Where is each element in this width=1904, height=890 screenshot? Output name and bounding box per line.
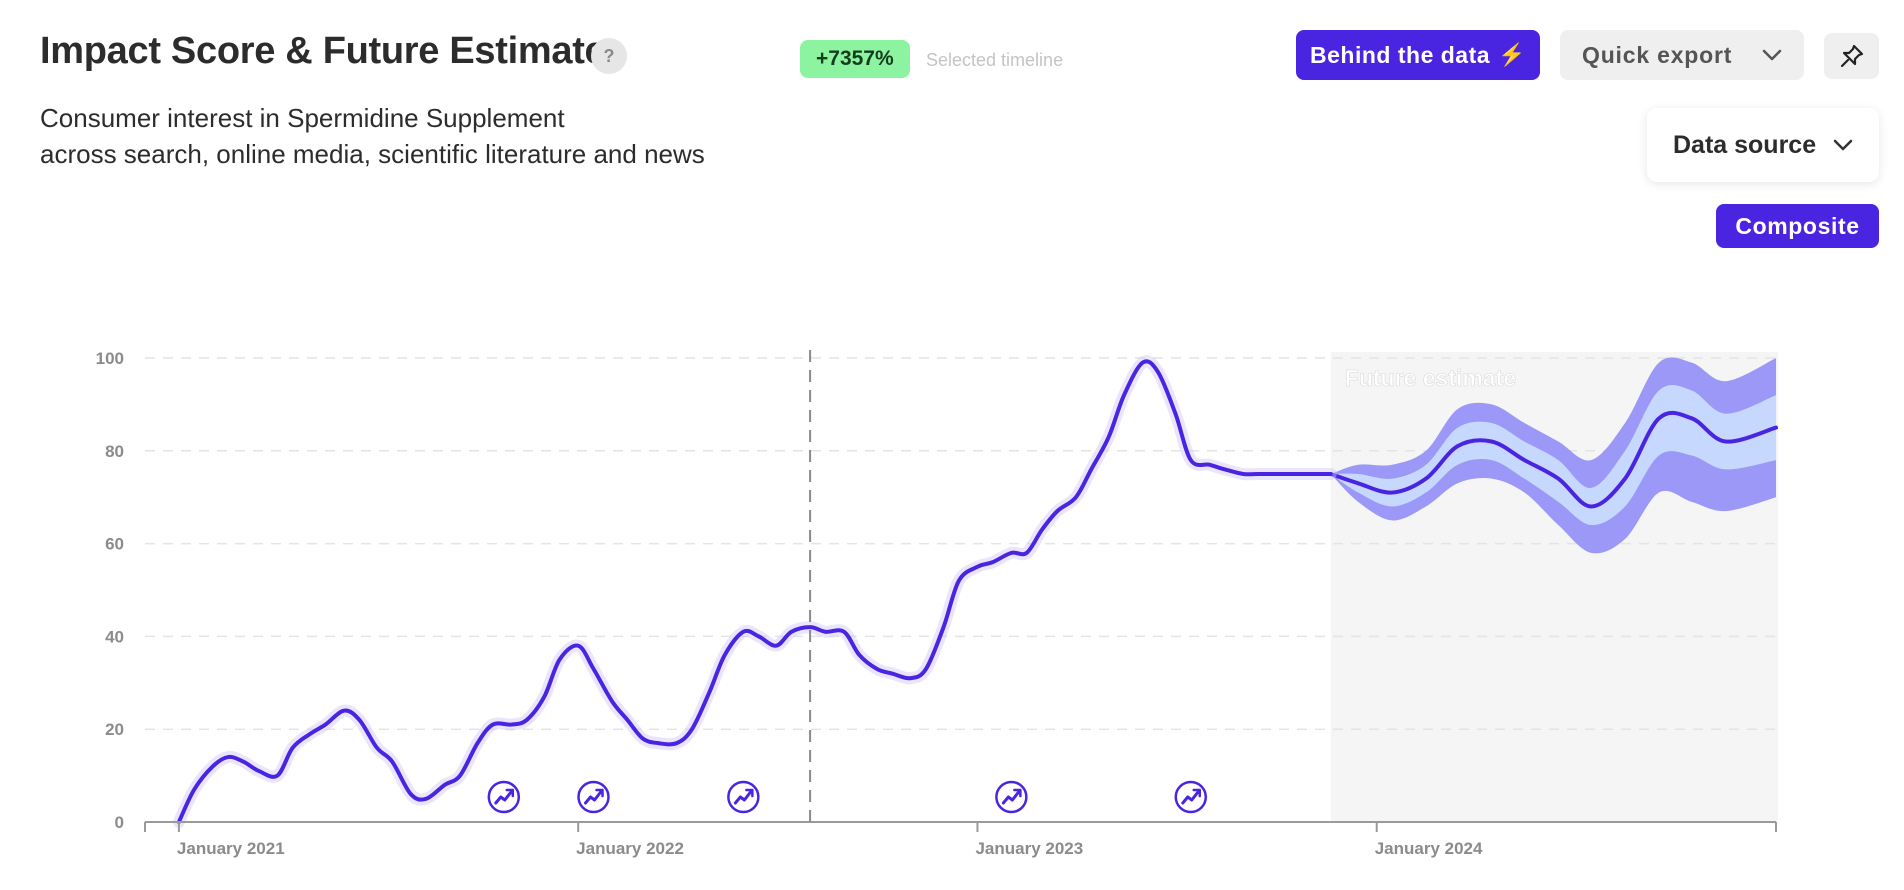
pin-icon <box>1840 44 1863 68</box>
subtitle-line-2: across search, online media, scientific … <box>40 139 705 169</box>
change-badge: +7357% <box>800 40 910 78</box>
behind-the-data-button[interactable]: Behind the data ⚡ <box>1296 30 1540 80</box>
trend-icon <box>487 780 521 814</box>
event-icon-arrow <box>1013 788 1022 798</box>
event-icon-trend <box>1001 789 1021 805</box>
subtitle-line-1: Consumer interest in Spermidine Suppleme… <box>40 103 565 133</box>
chart-subtitle: Consumer interest in Spermidine Suppleme… <box>40 100 705 172</box>
x-tick-label: January 2021 <box>177 839 285 858</box>
event-icon-trend <box>1181 789 1201 805</box>
y-tick-label: 0 <box>115 813 124 832</box>
event-icon-arrow <box>745 788 754 798</box>
event-icon-ring <box>727 780 760 814</box>
y-tick-label: 40 <box>105 627 124 646</box>
data-source-label: Data source <box>1673 130 1817 159</box>
event-icon-trend <box>494 789 514 805</box>
event-icon-ring <box>995 780 1028 814</box>
event-icon-ring <box>487 780 521 814</box>
y-tick-label: 80 <box>105 442 124 461</box>
timeline-caption: Selected timeline <box>926 50 1064 70</box>
trend-icon <box>995 780 1028 814</box>
impact-score-line <box>176 359 1333 824</box>
trend-icon <box>727 780 760 814</box>
event-icon-trend <box>733 789 753 805</box>
chevron-down-icon <box>1762 49 1782 61</box>
page-title: Impact Score & Future Estimate <box>40 30 606 72</box>
forecast-mean-line <box>1328 410 1778 509</box>
behind-the-data-label: Behind the data <box>1310 41 1491 68</box>
x-tick-label: January 2022 <box>576 839 684 858</box>
x-tick-label: January 2024 <box>1375 839 1483 858</box>
event-icon-ring <box>1174 780 1208 814</box>
event-icon-arrow <box>1192 788 1202 798</box>
forecast-inner-band <box>1330 385 1776 526</box>
quick-export-button[interactable]: Quick export <box>1560 30 1804 80</box>
y-tick-label: 20 <box>105 720 124 739</box>
y-tick-label: 100 <box>96 349 124 368</box>
forecast-label: Future estimate <box>1345 365 1516 391</box>
trend-icon <box>577 780 610 814</box>
event-icon-trend <box>583 789 603 805</box>
event-icon-arrow <box>595 788 604 798</box>
quick-export-label: Quick export <box>1582 41 1733 68</box>
lightning-icon: ⚡ <box>1498 42 1526 67</box>
composite-button[interactable]: Composite <box>1716 204 1879 248</box>
event-icon-arrow <box>505 788 515 798</box>
trend-icon <box>1174 780 1208 814</box>
chevron-down-icon <box>1833 139 1853 151</box>
event-icon-ring <box>577 780 610 814</box>
data-source-dropdown[interactable]: Data source <box>1647 108 1879 182</box>
pin-button[interactable] <box>1824 33 1879 79</box>
y-tick-label: 60 <box>105 535 124 554</box>
series-glow <box>172 355 1337 828</box>
x-tick-label: January 2023 <box>975 839 1083 858</box>
help-icon[interactable]: ? <box>591 38 627 74</box>
